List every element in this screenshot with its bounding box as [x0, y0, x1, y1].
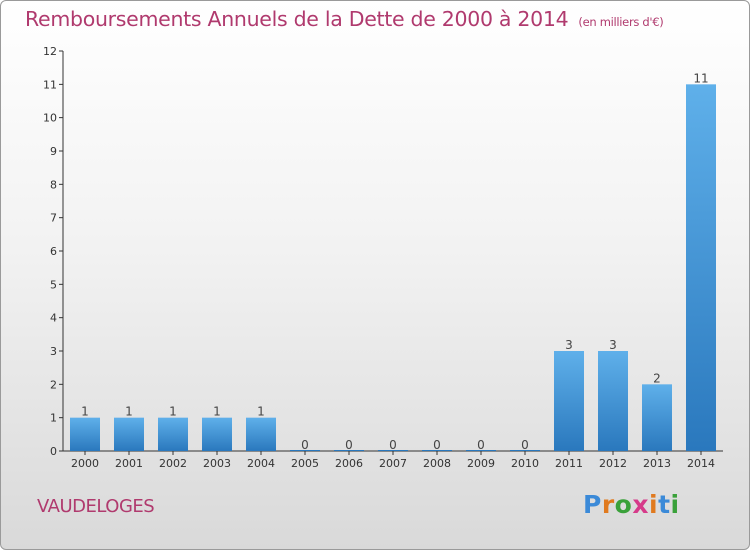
y-tick-label: 8 [50, 178, 57, 191]
logo-letter: i [649, 490, 659, 519]
x-tick-label: 2014 [687, 457, 715, 470]
bar-2008 [422, 450, 452, 451]
bars [70, 84, 716, 451]
proxiti-logo[interactable]: Proxiti [583, 490, 680, 519]
bar-2000 [70, 417, 100, 451]
data-label: 0 [345, 438, 353, 452]
chart-title-unit: (en milliers d'€) [578, 15, 664, 29]
logo-letter: P [583, 490, 602, 519]
data-label: 3 [565, 338, 573, 352]
bar-2010 [510, 450, 540, 451]
data-label: 0 [477, 438, 485, 452]
y-tick-label: 6 [50, 245, 57, 258]
x-tick-label: 2001 [115, 457, 143, 470]
data-label: 3 [609, 338, 617, 352]
data-label: 2 [653, 371, 661, 385]
y-tick-label: 9 [50, 145, 57, 158]
bar-2014 [686, 84, 716, 451]
x-tick-label: 2011 [555, 457, 583, 470]
data-label: 1 [257, 405, 265, 419]
y-tick-label: 10 [43, 112, 57, 125]
x-tick-label: 2002 [159, 457, 187, 470]
data-label: 1 [125, 405, 133, 419]
data-label: 1 [169, 405, 177, 419]
logo-letter: o [614, 490, 633, 519]
x-tick-label: 2004 [247, 457, 275, 470]
logo-letter: x [632, 490, 649, 519]
x-tick-label: 2012 [599, 457, 627, 470]
y-tick-label: 3 [50, 345, 57, 358]
data-label: 0 [301, 438, 309, 452]
bar-2009 [466, 450, 496, 451]
x-tick-label: 2003 [203, 457, 231, 470]
data-label: 11 [693, 71, 708, 85]
bar-2002 [158, 417, 188, 451]
town-name: VAUDELOGES [37, 496, 155, 517]
bar-2007 [378, 450, 408, 451]
y-tick-label: 2 [50, 378, 57, 391]
x-tick-label: 2006 [335, 457, 363, 470]
x-tick-label: 2010 [511, 457, 539, 470]
data-label: 0 [433, 438, 441, 452]
y-tick-label: 5 [50, 278, 57, 291]
x-tick-label: 2005 [291, 457, 319, 470]
y-tick-label: 11 [43, 78, 57, 91]
bar-2013 [642, 384, 672, 451]
chart-title: Remboursements Annuels de la Dette de 20… [25, 7, 664, 31]
x-tick-label: 2009 [467, 457, 495, 470]
y-tick-label: 12 [43, 45, 57, 58]
bar-2003 [202, 417, 232, 451]
y-tick-label: 7 [50, 212, 57, 225]
x-tick-label: 2013 [643, 457, 671, 470]
x-tick-label: 2007 [379, 457, 407, 470]
logo-letter: t [658, 490, 671, 519]
bar-2012 [598, 351, 628, 451]
x-axis: 2000 2001 2002 2003 2004 2005 2006 2007 2008 2009… [63, 450, 723, 470]
bar-2005 [290, 450, 320, 451]
bar-2004 [246, 417, 276, 451]
y-tick-label: 1 [50, 412, 57, 425]
x-tick-label: 2008 [423, 457, 451, 470]
data-label: 1 [81, 405, 89, 419]
y-tick-label: 0 [50, 445, 57, 458]
chart-title-text: Remboursements Annuels de la Dette de 20… [25, 7, 569, 31]
data-label: 1 [213, 405, 221, 419]
logo-letter: r [601, 490, 615, 519]
y-tick-label: 4 [50, 312, 57, 325]
bar-2006 [334, 450, 364, 451]
data-label: 0 [521, 438, 529, 452]
logo-letter: i [670, 490, 680, 519]
bar-2011 [554, 351, 584, 451]
x-tick-label: 2000 [71, 457, 99, 470]
bar-2001 [114, 417, 144, 451]
data-label: 0 [389, 438, 397, 452]
